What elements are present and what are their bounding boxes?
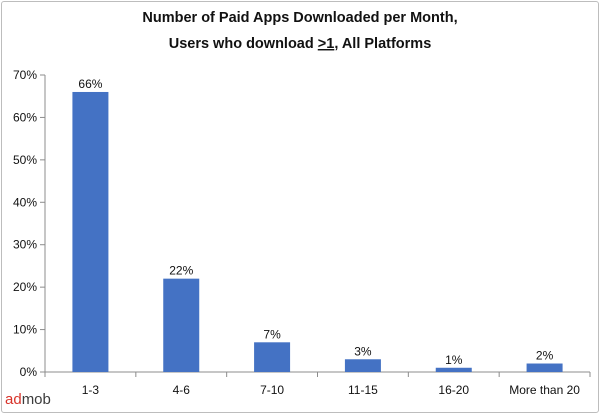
data-label: 22% — [169, 264, 193, 278]
y-tick-label: 60% — [13, 110, 37, 124]
data-label: 2% — [536, 349, 554, 363]
data-label: 66% — [78, 77, 102, 91]
chart-title-line2-post: , All Platforms — [334, 36, 431, 52]
bar — [435, 367, 472, 372]
chart-title-line2-pre: Users who download — [169, 36, 318, 52]
y-axis: 0% 10% 20% 30% 40% 50% 60% 70% — [13, 68, 46, 379]
y-tick-label: 50% — [13, 153, 37, 167]
data-label: 7% — [263, 327, 281, 341]
bar-series: 66% 22% 7% 3% 1% 2% — [72, 77, 563, 372]
chart-title-line1: Number of Paid Apps Downloaded per Month… — [142, 10, 457, 26]
x-axis: 1-3 4-6 7-10 11-15 16-20 More than 20 — [44, 371, 591, 397]
bar — [163, 278, 200, 372]
bar — [254, 342, 291, 372]
data-label: 1% — [445, 353, 463, 367]
x-tick-label: 4-6 — [173, 383, 191, 397]
x-tick-label: 1-3 — [82, 383, 100, 397]
x-tick-label: 16-20 — [438, 383, 469, 397]
x-tick-label: 7-10 — [260, 383, 284, 397]
x-tick-label: More than 20 — [509, 383, 580, 397]
y-tick-label: 40% — [13, 195, 37, 209]
chart-title-line2-underlined: >1 — [318, 36, 335, 52]
y-tick-label: 20% — [13, 280, 37, 294]
admob-logo-ad: ad — [5, 391, 22, 408]
admob-logo-mob: mob — [22, 391, 51, 408]
y-tick-label: 10% — [13, 323, 37, 337]
x-tick-label: 11-15 — [348, 383, 378, 397]
data-label: 3% — [354, 344, 372, 358]
bar — [344, 359, 381, 372]
y-tick-label: 70% — [13, 68, 37, 82]
admob-logo: admob — [5, 391, 51, 408]
bar — [72, 91, 109, 372]
y-tick-label: 30% — [13, 238, 37, 252]
bar — [526, 363, 563, 372]
y-tick-label: 0% — [20, 365, 38, 379]
chart-title-line2: Users who download >1, All Platforms — [169, 36, 432, 52]
